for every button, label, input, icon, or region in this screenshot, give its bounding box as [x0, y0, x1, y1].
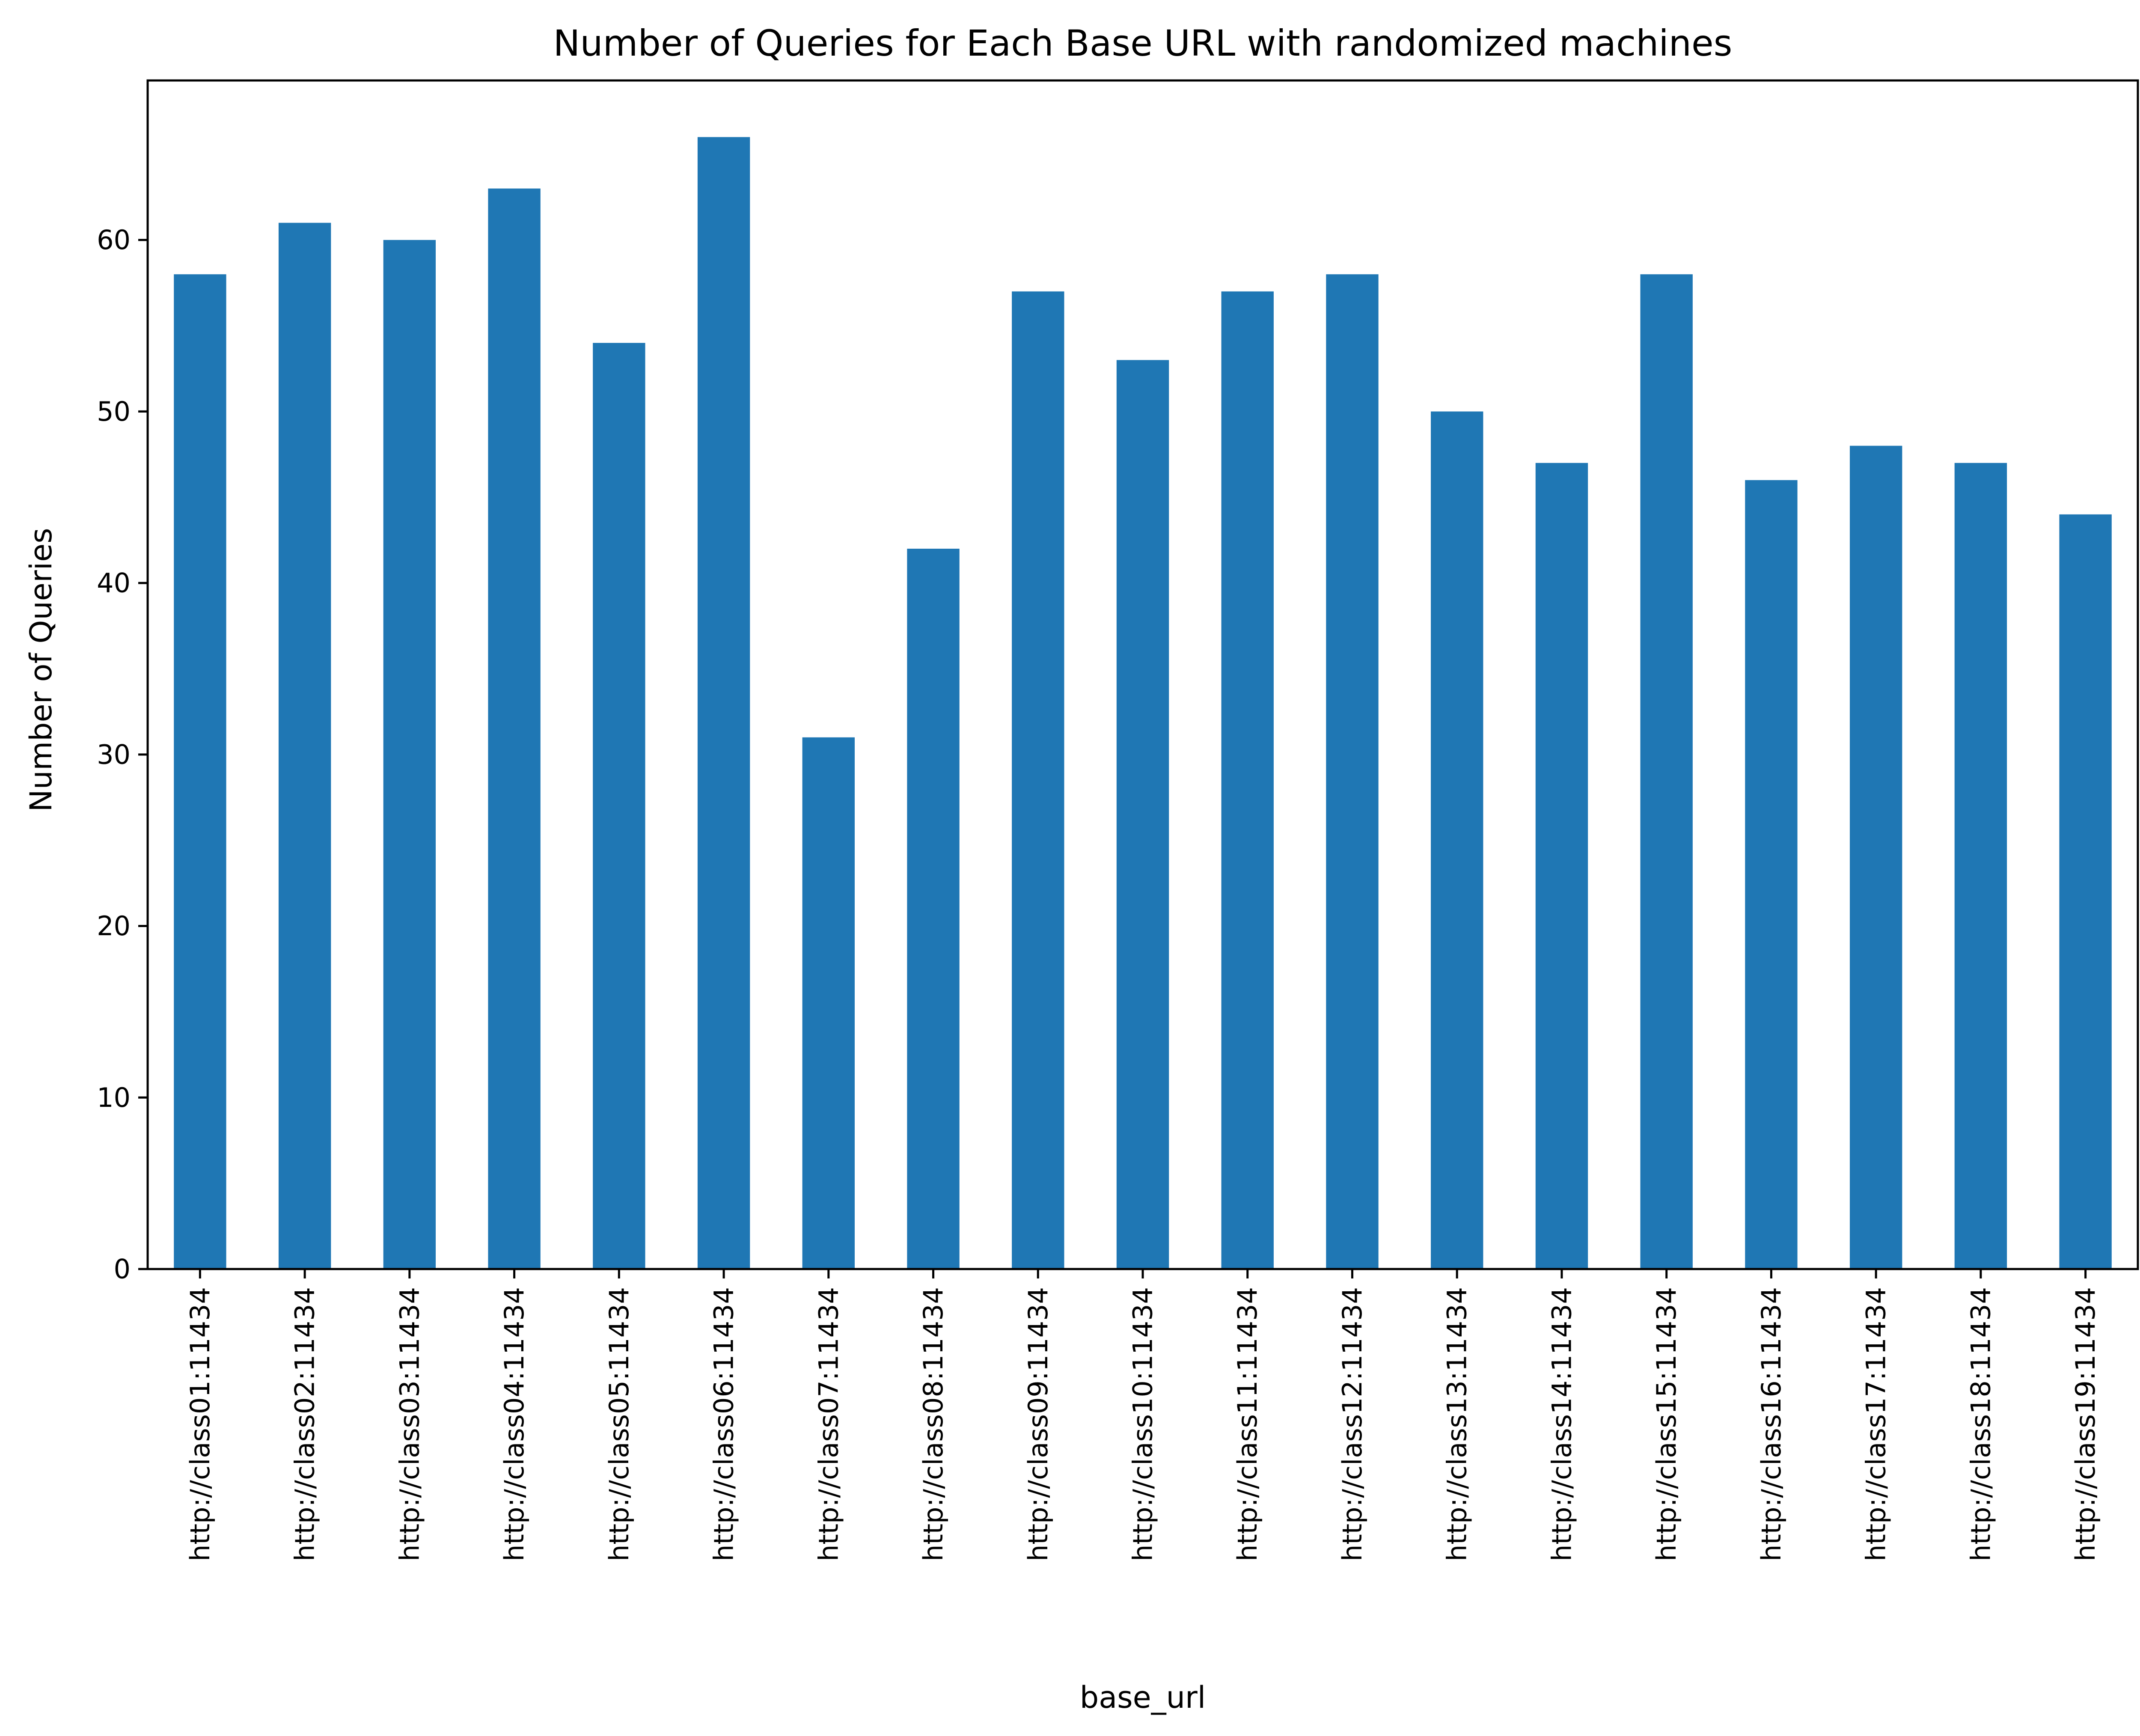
bar-http-class04-11434 — [488, 188, 541, 1269]
bar-http-class13-11434 — [1431, 411, 1483, 1269]
bar-http-class01-11434 — [174, 274, 226, 1269]
bar-http-class09-11434 — [1012, 291, 1064, 1269]
bar-http-class18-11434 — [1954, 463, 2007, 1269]
x-tick-label: http://class05:11434 — [603, 1287, 635, 1561]
x-tick-label: http://class01:11434 — [184, 1287, 216, 1561]
bar-http-class11-11434 — [1221, 291, 1274, 1269]
x-tick-label: http://class17:11434 — [1861, 1287, 1892, 1561]
bars-group — [174, 137, 2112, 1269]
x-tick-label: http://class02:11434 — [289, 1287, 321, 1561]
x-tick-label: http://class14:11434 — [1546, 1287, 1577, 1561]
bar-http-class08-11434 — [907, 548, 960, 1269]
bar-http-class12-11434 — [1326, 274, 1379, 1269]
x-tick-label: http://class18:11434 — [1965, 1287, 1996, 1561]
plot-frame — [146, 79, 2139, 1270]
bar-http-class07-11434 — [802, 737, 855, 1269]
y-tick-label: 30 — [97, 739, 131, 770]
x-tick-label: http://class15:11434 — [1651, 1287, 1682, 1561]
x-axis: http://class01:11434 http://class02:11434… — [184, 1269, 2101, 1561]
bar-http-class19-11434 — [2059, 514, 2112, 1269]
bar-http-class15-11434 — [1640, 274, 1693, 1269]
x-tick-label: http://class08:11434 — [918, 1287, 949, 1561]
x-tick-label: http://class16:11434 — [1756, 1287, 1787, 1561]
y-axis-label: Number of Queries — [24, 528, 59, 812]
x-tick-label: http://class03:11434 — [394, 1287, 425, 1561]
x-tick-label: http://class09:11434 — [1022, 1287, 1054, 1561]
y-tick-label: 10 — [97, 1082, 131, 1113]
x-tick-label: http://class13:11434 — [1442, 1287, 1473, 1561]
x-tick-label: http://class04:11434 — [499, 1287, 530, 1561]
x-tick-label: http://class07:11434 — [813, 1287, 844, 1561]
x-tick-label: http://class06:11434 — [708, 1287, 740, 1561]
bar-http-class03-11434 — [383, 240, 436, 1269]
x-tick-label: http://class10:11434 — [1127, 1287, 1159, 1561]
bar-http-class05-11434 — [593, 343, 645, 1269]
x-tick-label: http://class12:11434 — [1337, 1287, 1368, 1561]
bar-http-class16-11434 — [1745, 480, 1798, 1269]
y-tick-label: 20 — [97, 910, 131, 942]
y-tick-label: 0 — [114, 1254, 131, 1285]
x-axis-label: base_url — [1080, 1680, 1206, 1715]
bar-http-class14-11434 — [1535, 463, 1588, 1269]
y-axis: 0 10 20 30 40 50 60 — [97, 224, 148, 1285]
x-tick-label: http://class11:11434 — [1232, 1287, 1263, 1561]
chart-title: Number of Queries for Each Base URL with… — [553, 22, 1733, 64]
y-tick-label: 50 — [97, 396, 131, 427]
x-tick-label: http://class19:11434 — [2070, 1287, 2101, 1561]
bar-http-class06-11434 — [697, 137, 750, 1269]
bar-http-class10-11434 — [1116, 360, 1169, 1269]
y-tick-label: 60 — [97, 224, 131, 256]
bar-http-class17-11434 — [1849, 446, 1902, 1269]
y-tick-label: 40 — [97, 568, 131, 599]
bar-http-class02-11434 — [278, 223, 331, 1269]
